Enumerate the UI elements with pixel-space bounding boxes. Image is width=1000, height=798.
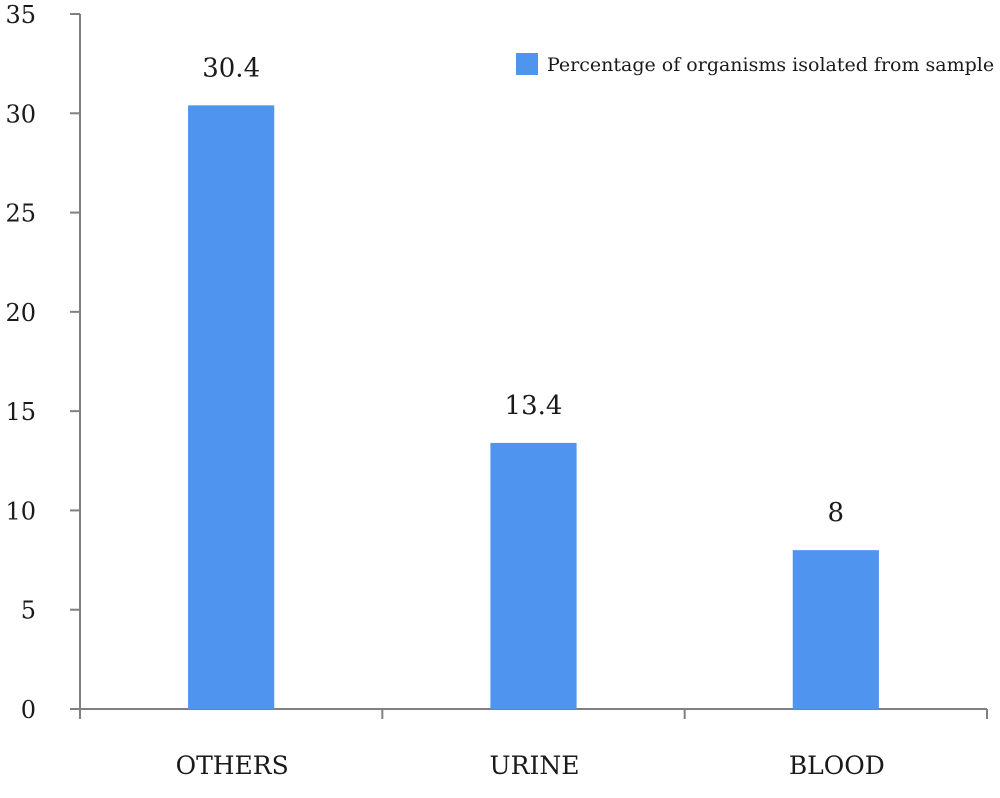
y-tick-label-25: 25 — [5, 200, 36, 228]
category-label-blood: BLOOD — [789, 751, 885, 780]
bar-others — [188, 105, 275, 710]
data-label-blood: 8 — [828, 498, 845, 528]
x-ticks — [79, 709, 988, 719]
y-tick-label-20: 20 — [5, 299, 36, 327]
category-labels: OTHERS URINE BLOOD — [176, 751, 885, 780]
category-label-urine: URINE — [490, 751, 580, 780]
bars — [188, 105, 879, 710]
y-ticks: 0 5 10 15 20 25 30 35 — [5, 1, 80, 724]
y-tick-label-5: 5 — [21, 597, 36, 625]
y-tick-label-0: 0 — [21, 696, 36, 724]
y-tick-label-35: 35 — [5, 1, 36, 29]
y-tick-label-30: 30 — [5, 100, 36, 128]
data-label-others: 30.4 — [202, 53, 260, 83]
data-labels: 30.4 13.4 8 — [202, 53, 844, 528]
bar-urine — [490, 442, 577, 709]
category-label-others: OTHERS — [176, 751, 289, 780]
y-tick-label-10: 10 — [5, 497, 36, 525]
legend: Percentage of organisms isolated from sa… — [516, 53, 994, 76]
y-tick-label-15: 15 — [5, 398, 36, 426]
data-label-urine: 13.4 — [505, 391, 563, 421]
bar-blood — [792, 550, 879, 709]
legend-label: Percentage of organisms isolated from sa… — [547, 54, 994, 76]
legend-swatch — [516, 53, 538, 75]
